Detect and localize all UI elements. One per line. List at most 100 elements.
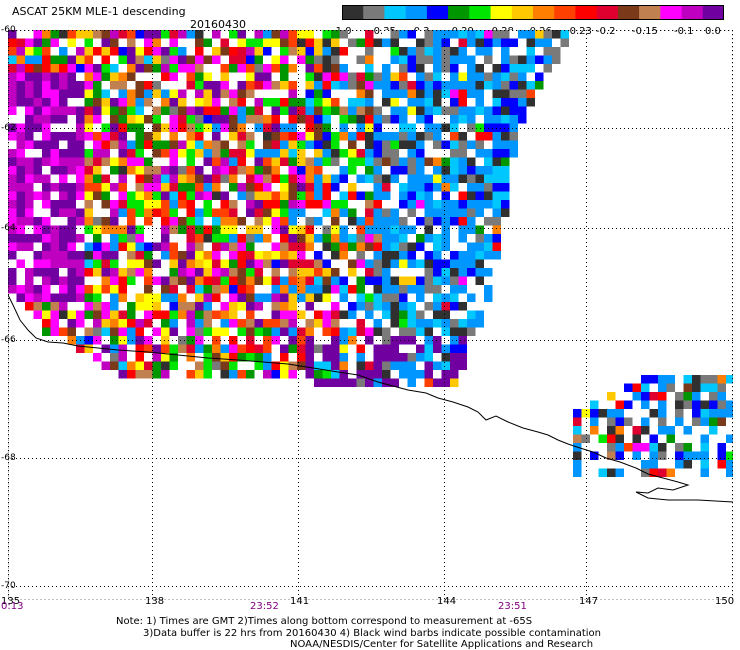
wind-cell [382, 89, 391, 98]
wind-cell [33, 123, 42, 132]
wind-cell [50, 208, 59, 217]
wind-cell [229, 285, 238, 294]
wind-cell [331, 319, 340, 328]
wind-cell [161, 276, 170, 285]
wind-cell [110, 268, 119, 277]
wind-cell [535, 38, 544, 47]
wind-cell [700, 426, 709, 435]
wind-cell [186, 310, 195, 319]
wind-cell [416, 191, 425, 200]
wind-cell [331, 276, 340, 285]
wind-cell [314, 72, 323, 81]
wind-cell [501, 157, 510, 166]
wind-cell [254, 353, 263, 362]
wind-cell [416, 30, 425, 39]
wind-cell [118, 183, 127, 192]
wind-cell [271, 225, 280, 234]
wind-cell [33, 174, 42, 183]
wind-cell [50, 259, 59, 268]
wind-cell [33, 157, 42, 166]
wind-cell [492, 200, 501, 209]
wind-cell [169, 217, 178, 226]
wind-cell [101, 327, 110, 336]
wind-cell [331, 81, 340, 90]
wind-cell [373, 319, 382, 328]
wind-cell [407, 72, 416, 81]
wind-cell [246, 302, 255, 311]
wind-cell [373, 370, 382, 379]
wind-cell [84, 106, 93, 115]
wind-cell [450, 183, 459, 192]
wind-cell [424, 327, 433, 336]
wind-cell [59, 242, 68, 251]
wind-cell [450, 319, 459, 328]
wind-cell [288, 217, 297, 226]
wind-cell [246, 157, 255, 166]
wind-cell [229, 174, 238, 183]
wind-cell [254, 183, 263, 192]
wind-cell [271, 30, 280, 39]
wind-cell [450, 285, 459, 294]
wind-cell [152, 55, 161, 64]
wind-cell [186, 123, 195, 132]
wind-cell [641, 417, 650, 426]
wind-cell [416, 353, 425, 362]
wind-cell [135, 64, 144, 73]
wind-cell [195, 225, 204, 234]
wind-cell [271, 336, 280, 345]
wind-cell [399, 319, 408, 328]
wind-cell [67, 259, 76, 268]
wind-cell [475, 234, 484, 243]
wind-cell [254, 72, 263, 81]
wind-cell [356, 242, 365, 251]
wind-cell [382, 225, 391, 234]
wind-cell [458, 200, 467, 209]
wind-cell [152, 140, 161, 149]
wind-cell [42, 251, 51, 260]
wind-cell [331, 115, 340, 124]
wind-cell [475, 98, 484, 107]
wind-cell [110, 30, 119, 39]
wind-cell [458, 276, 467, 285]
wind-cell [254, 327, 263, 336]
wind-cell [322, 276, 331, 285]
wind-cell [365, 217, 374, 226]
wind-cell [382, 157, 391, 166]
wind-cell [624, 426, 633, 435]
wind-cell [365, 276, 374, 285]
wind-cell [458, 174, 467, 183]
wind-cell [441, 217, 450, 226]
wind-cell [220, 81, 229, 90]
wind-cell [178, 259, 187, 268]
wind-cell [314, 166, 323, 175]
wind-cell [50, 234, 59, 243]
wind-cell [263, 72, 272, 81]
wind-cell [509, 55, 518, 64]
wind-cell [390, 319, 399, 328]
wind-cell [195, 149, 204, 158]
wind-cell [399, 251, 408, 260]
wind-cell [365, 302, 374, 311]
wind-cell [67, 285, 76, 294]
wind-cell [195, 72, 204, 81]
wind-cell [93, 225, 102, 234]
wind-cell [237, 123, 246, 132]
wind-cell [144, 166, 153, 175]
wind-cell [288, 98, 297, 107]
wind-cell [424, 378, 433, 387]
wind-cell [692, 392, 701, 401]
wind-cell [433, 38, 442, 47]
wind-cell [178, 293, 187, 302]
wind-cell [314, 268, 323, 277]
wind-cell [127, 251, 136, 260]
wind-cell [186, 89, 195, 98]
wind-cell [467, 64, 476, 73]
wind-cell [382, 38, 391, 47]
wind-cell [127, 242, 136, 251]
wind-cell [203, 259, 212, 268]
wind-cell [501, 200, 510, 209]
wind-cell [433, 208, 442, 217]
wind-cell [263, 208, 272, 217]
wind-cell [186, 72, 195, 81]
wind-cell [399, 242, 408, 251]
